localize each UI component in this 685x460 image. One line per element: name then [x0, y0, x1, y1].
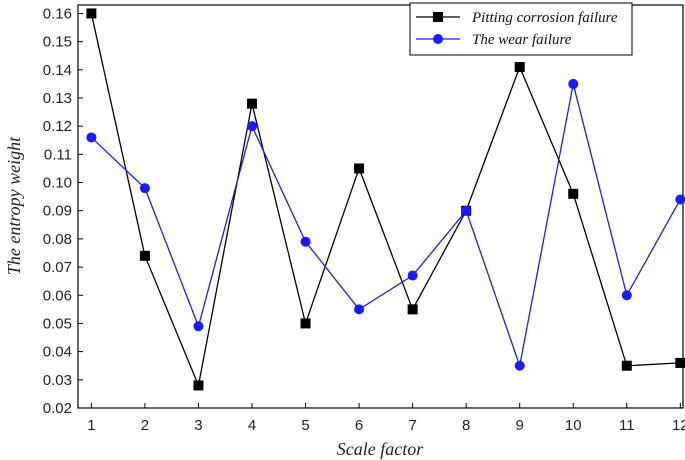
- y-tick-label: 0.11: [44, 146, 72, 163]
- series-line-wear: [90, 83, 681, 369]
- x-tick-label: 8: [462, 417, 470, 434]
- data-point-pitting: [300, 318, 311, 329]
- data-point-wear: [300, 236, 311, 247]
- data-point-pitting: [407, 304, 418, 315]
- y-tick-label: 0.16: [43, 5, 72, 22]
- y-tick-label: 0.07: [43, 259, 72, 276]
- data-point-pitting: [514, 62, 525, 72]
- y-axis: 0.02 0.03 0.04 0.05 0.06 0.07 0.08 0.09 0.10 0.11…: [43, 5, 83, 417]
- series-line-pitting: [90, 13, 681, 388]
- legend-label-wear: The wear failure: [472, 32, 572, 48]
- y-tick-label: 0.06: [43, 287, 72, 304]
- data-point-wear: [139, 183, 150, 194]
- data-point-pitting: [247, 98, 258, 109]
- x-tick-label: 3: [194, 417, 202, 434]
- y-tick-label: 0.15: [43, 34, 72, 51]
- y-axis-title: The entropy weight: [4, 136, 24, 275]
- y-tick-label: 0.08: [43, 231, 72, 248]
- y-tick-label: 0.13: [43, 90, 72, 107]
- y-tick-label: 0.02: [43, 400, 72, 417]
- data-point-pitting: [354, 163, 365, 174]
- x-tick-label: 6: [355, 417, 363, 434]
- data-point-pitting: [621, 360, 632, 371]
- data-point-wear: [461, 205, 472, 216]
- data-point-wear: [621, 290, 632, 301]
- data-point-pitting: [86, 8, 97, 19]
- x-tick-label: 12: [672, 417, 685, 434]
- legend-marker-wear: [433, 34, 443, 44]
- plot-frame: [77, 4, 684, 409]
- x-tick-label: 2: [141, 417, 149, 434]
- x-axis-title: Scale factor: [337, 439, 424, 459]
- data-point-wear: [193, 321, 204, 332]
- legend-label-pitting: Pitting corrosion failure: [471, 10, 618, 26]
- data-point-wear: [514, 360, 525, 371]
- legend-marker-pitting: [433, 12, 443, 22]
- data-point-wear: [86, 132, 97, 143]
- data-point-wear: [407, 270, 418, 281]
- legend-box: [409, 2, 633, 56]
- series-layer: [86, 8, 685, 391]
- x-tick-label: 11: [619, 417, 635, 434]
- legend: Pitting corrosion failure The wear failu…: [409, 2, 633, 56]
- data-point-pitting: [193, 380, 204, 391]
- x-tick-label: 9: [516, 417, 524, 434]
- x-tick-label: 5: [301, 417, 309, 434]
- y-tick-label: 0.04: [43, 344, 72, 361]
- y-tick-label: 0.05: [43, 315, 72, 332]
- y-tick-label: 0.03: [43, 372, 72, 389]
- y-tick-label: 0.10: [43, 175, 72, 192]
- data-point-pitting: [139, 250, 150, 261]
- x-tick-label: 7: [408, 417, 416, 434]
- data-point-wear: [675, 194, 685, 205]
- x-axis: 1 2 3 4 5 6 7 8 9 10 11 12: [87, 403, 685, 434]
- x-tick-label: 4: [248, 417, 256, 434]
- y-tick-label: 0.14: [43, 62, 72, 79]
- x-tick-label: 10: [565, 417, 582, 434]
- data-point-pitting: [675, 357, 685, 368]
- data-point-pitting: [568, 188, 579, 199]
- y-tick-label: 0.12: [43, 118, 72, 135]
- x-tick-label: 1: [87, 417, 95, 434]
- data-point-wear: [247, 121, 258, 132]
- data-point-wear: [568, 78, 579, 89]
- data-point-wear: [354, 304, 365, 315]
- y-tick-label: 0.09: [43, 203, 72, 220]
